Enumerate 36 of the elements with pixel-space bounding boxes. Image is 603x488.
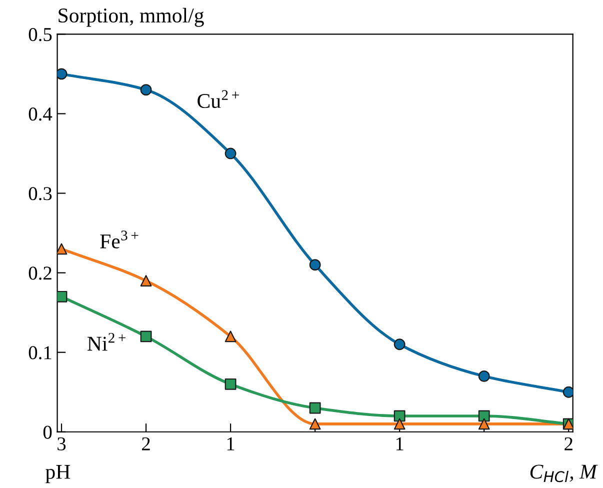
y-tick-label: 0.3 (28, 187, 52, 200)
point (309, 418, 321, 430)
x-tick-label: 1 (227, 437, 234, 450)
point (224, 378, 236, 390)
x-axis-title: pH (46, 465, 70, 484)
series-label: Fe$^{3+}$ (100, 230, 138, 248)
point (309, 259, 321, 271)
point (394, 338, 406, 350)
point (224, 330, 236, 342)
point (57, 243, 68, 255)
point (140, 275, 152, 286)
y-tick-label: 0.5 (28, 28, 52, 42)
series-label: Cu$^{2+}$ (198, 90, 239, 108)
y-tick-label: 0 (43, 426, 52, 439)
point (478, 410, 490, 422)
series-label: Ni$^{2+}$ (87, 332, 126, 351)
point (57, 290, 68, 302)
x-tick-label: 3 (58, 437, 66, 450)
y-tick-label: 0.1 (28, 346, 52, 360)
point (394, 410, 406, 422)
x-tick-label: 2 (142, 437, 150, 450)
point (57, 68, 68, 80)
point (140, 84, 152, 96)
y-tick-label: 0.2 (28, 266, 52, 280)
point (478, 418, 490, 430)
point (309, 402, 321, 414)
x-tick-label: 1 (396, 437, 404, 450)
point (140, 330, 152, 342)
x-tick-label: 2 (564, 437, 572, 450)
y-tick-label: 0.4 (28, 108, 52, 121)
y-axis-title: Sorption, mmol/g (58, 8, 204, 27)
point (478, 370, 490, 382)
point (562, 386, 573, 398)
point (224, 148, 236, 160)
text: C$_{HCl}$, M (530, 464, 598, 482)
point (394, 418, 406, 430)
